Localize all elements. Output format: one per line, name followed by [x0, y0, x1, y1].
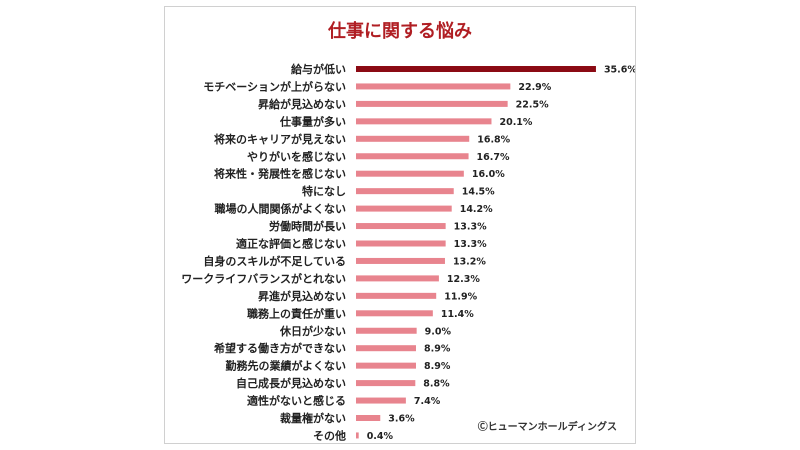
value-label: 9.0%: [425, 326, 452, 337]
value-label: 11.4%: [441, 309, 474, 320]
bar: [356, 275, 439, 282]
bar: [356, 362, 416, 369]
value-label: 7.4%: [414, 396, 441, 407]
value-label: 13.2%: [453, 256, 486, 267]
category-label: 労働時間が長い: [269, 219, 346, 233]
category-label: 職務上の責任が重い: [247, 306, 346, 320]
bar: [356, 345, 416, 352]
category-label: ワークライフバランスがとれない: [181, 271, 346, 285]
bar: [356, 100, 508, 107]
bar: [356, 240, 446, 247]
category-label: 将来性・発展性を感じない: [214, 167, 346, 181]
category-label: 適正な評価と感じない: [236, 237, 346, 251]
category-label: モチベーションが上がらない: [203, 79, 346, 93]
bar: [356, 380, 416, 387]
value-label: 22.5%: [516, 99, 549, 110]
copyright-notice: Ⓒヒューマンホールディングス: [477, 422, 617, 433]
value-label: 8.9%: [424, 361, 451, 372]
value-label: 22.9%: [518, 82, 551, 93]
bar: [356, 170, 464, 177]
category-label: 休日が少ない: [279, 324, 346, 338]
category-label: 昇進が見込めない: [258, 289, 346, 303]
bar: [356, 188, 454, 195]
category-label: やりがいを感じない: [247, 149, 346, 163]
category-label: 将来のキャリアが見えない: [214, 132, 346, 146]
value-label: 11.9%: [444, 291, 477, 302]
bar-chart: 給与が低い 35.6% モチベーションが上がらない 22.9% 昇給が見込めない 22.5…: [181, 62, 635, 442]
bar: [356, 327, 417, 334]
value-label: 16.7%: [477, 152, 510, 163]
bar: [356, 292, 437, 299]
category-label: 適性がないと感じる: [247, 394, 346, 408]
category-label: 仕事量が多い: [279, 114, 346, 128]
bar: [356, 310, 433, 317]
value-label: 8.9%: [424, 344, 451, 355]
category-label: 自己成長が見込めない: [236, 376, 346, 390]
bar: [356, 83, 511, 90]
category-label: 裁量権がない: [280, 411, 346, 425]
bar: [356, 118, 492, 125]
category-label: 特になし: [302, 184, 346, 198]
value-label: 0.4%: [367, 431, 394, 442]
value-label: 16.0%: [472, 169, 505, 180]
bar: [356, 397, 406, 404]
category-label: 職場の人間関係がよくない: [215, 202, 346, 216]
value-label: 12.3%: [447, 274, 480, 285]
category-label: 勤務先の業績がよくない: [226, 359, 346, 373]
category-label: その他: [313, 428, 346, 442]
bar: [356, 415, 381, 421]
category-label: 給与が低い: [291, 62, 346, 76]
bar: [356, 66, 596, 72]
value-label: 20.1%: [499, 117, 532, 128]
value-label: 8.8%: [423, 379, 450, 390]
bar: [356, 135, 470, 142]
bar: [356, 205, 452, 212]
category-label: 希望する働き方ができない: [213, 341, 346, 355]
category-label: 昇給が見込めない: [258, 97, 346, 111]
chart-title: 仕事に関する悩み: [328, 21, 472, 42]
bar: [356, 223, 446, 230]
bar: [356, 153, 469, 160]
category-label: 自身のスキルが不足している: [203, 254, 346, 268]
bar: [356, 432, 359, 439]
value-label: 3.6%: [388, 414, 415, 425]
bar: [356, 257, 445, 264]
value-label: 16.8%: [477, 134, 510, 145]
chart-frame: 仕事に関する悩み 給与が低い 35.6% モチベーションが上がらない 22.9% 昇給が…: [164, 6, 636, 444]
value-label: 13.3%: [454, 239, 487, 250]
value-label: 13.3%: [454, 222, 487, 233]
value-label: 14.5%: [462, 187, 495, 198]
value-label: 14.2%: [460, 204, 493, 215]
value-label: 35.6%: [604, 65, 635, 76]
